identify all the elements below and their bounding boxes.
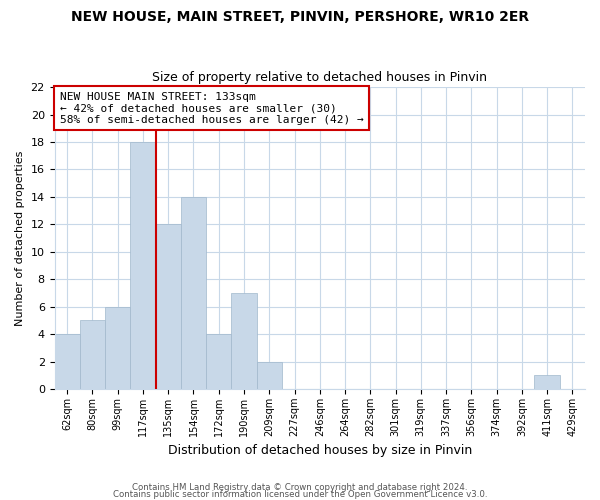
- Text: NEW HOUSE MAIN STREET: 133sqm
← 42% of detached houses are smaller (30)
58% of s: NEW HOUSE MAIN STREET: 133sqm ← 42% of d…: [60, 92, 364, 125]
- Bar: [80, 320, 105, 389]
- Title: Size of property relative to detached houses in Pinvin: Size of property relative to detached ho…: [152, 72, 487, 85]
- Bar: [105, 306, 130, 389]
- Text: Contains public sector information licensed under the Open Government Licence v3: Contains public sector information licen…: [113, 490, 487, 499]
- Text: Contains HM Land Registry data © Crown copyright and database right 2024.: Contains HM Land Registry data © Crown c…: [132, 484, 468, 492]
- Y-axis label: Number of detached properties: Number of detached properties: [15, 150, 25, 326]
- X-axis label: Distribution of detached houses by size in Pinvin: Distribution of detached houses by size …: [167, 444, 472, 458]
- Bar: [130, 142, 155, 389]
- Text: NEW HOUSE, MAIN STREET, PINVIN, PERSHORE, WR10 2ER: NEW HOUSE, MAIN STREET, PINVIN, PERSHORE…: [71, 10, 529, 24]
- Bar: [181, 197, 206, 389]
- Bar: [232, 293, 257, 389]
- Bar: [257, 362, 282, 389]
- Bar: [155, 224, 181, 389]
- Bar: [55, 334, 80, 389]
- Bar: [535, 376, 560, 389]
- Bar: [206, 334, 232, 389]
